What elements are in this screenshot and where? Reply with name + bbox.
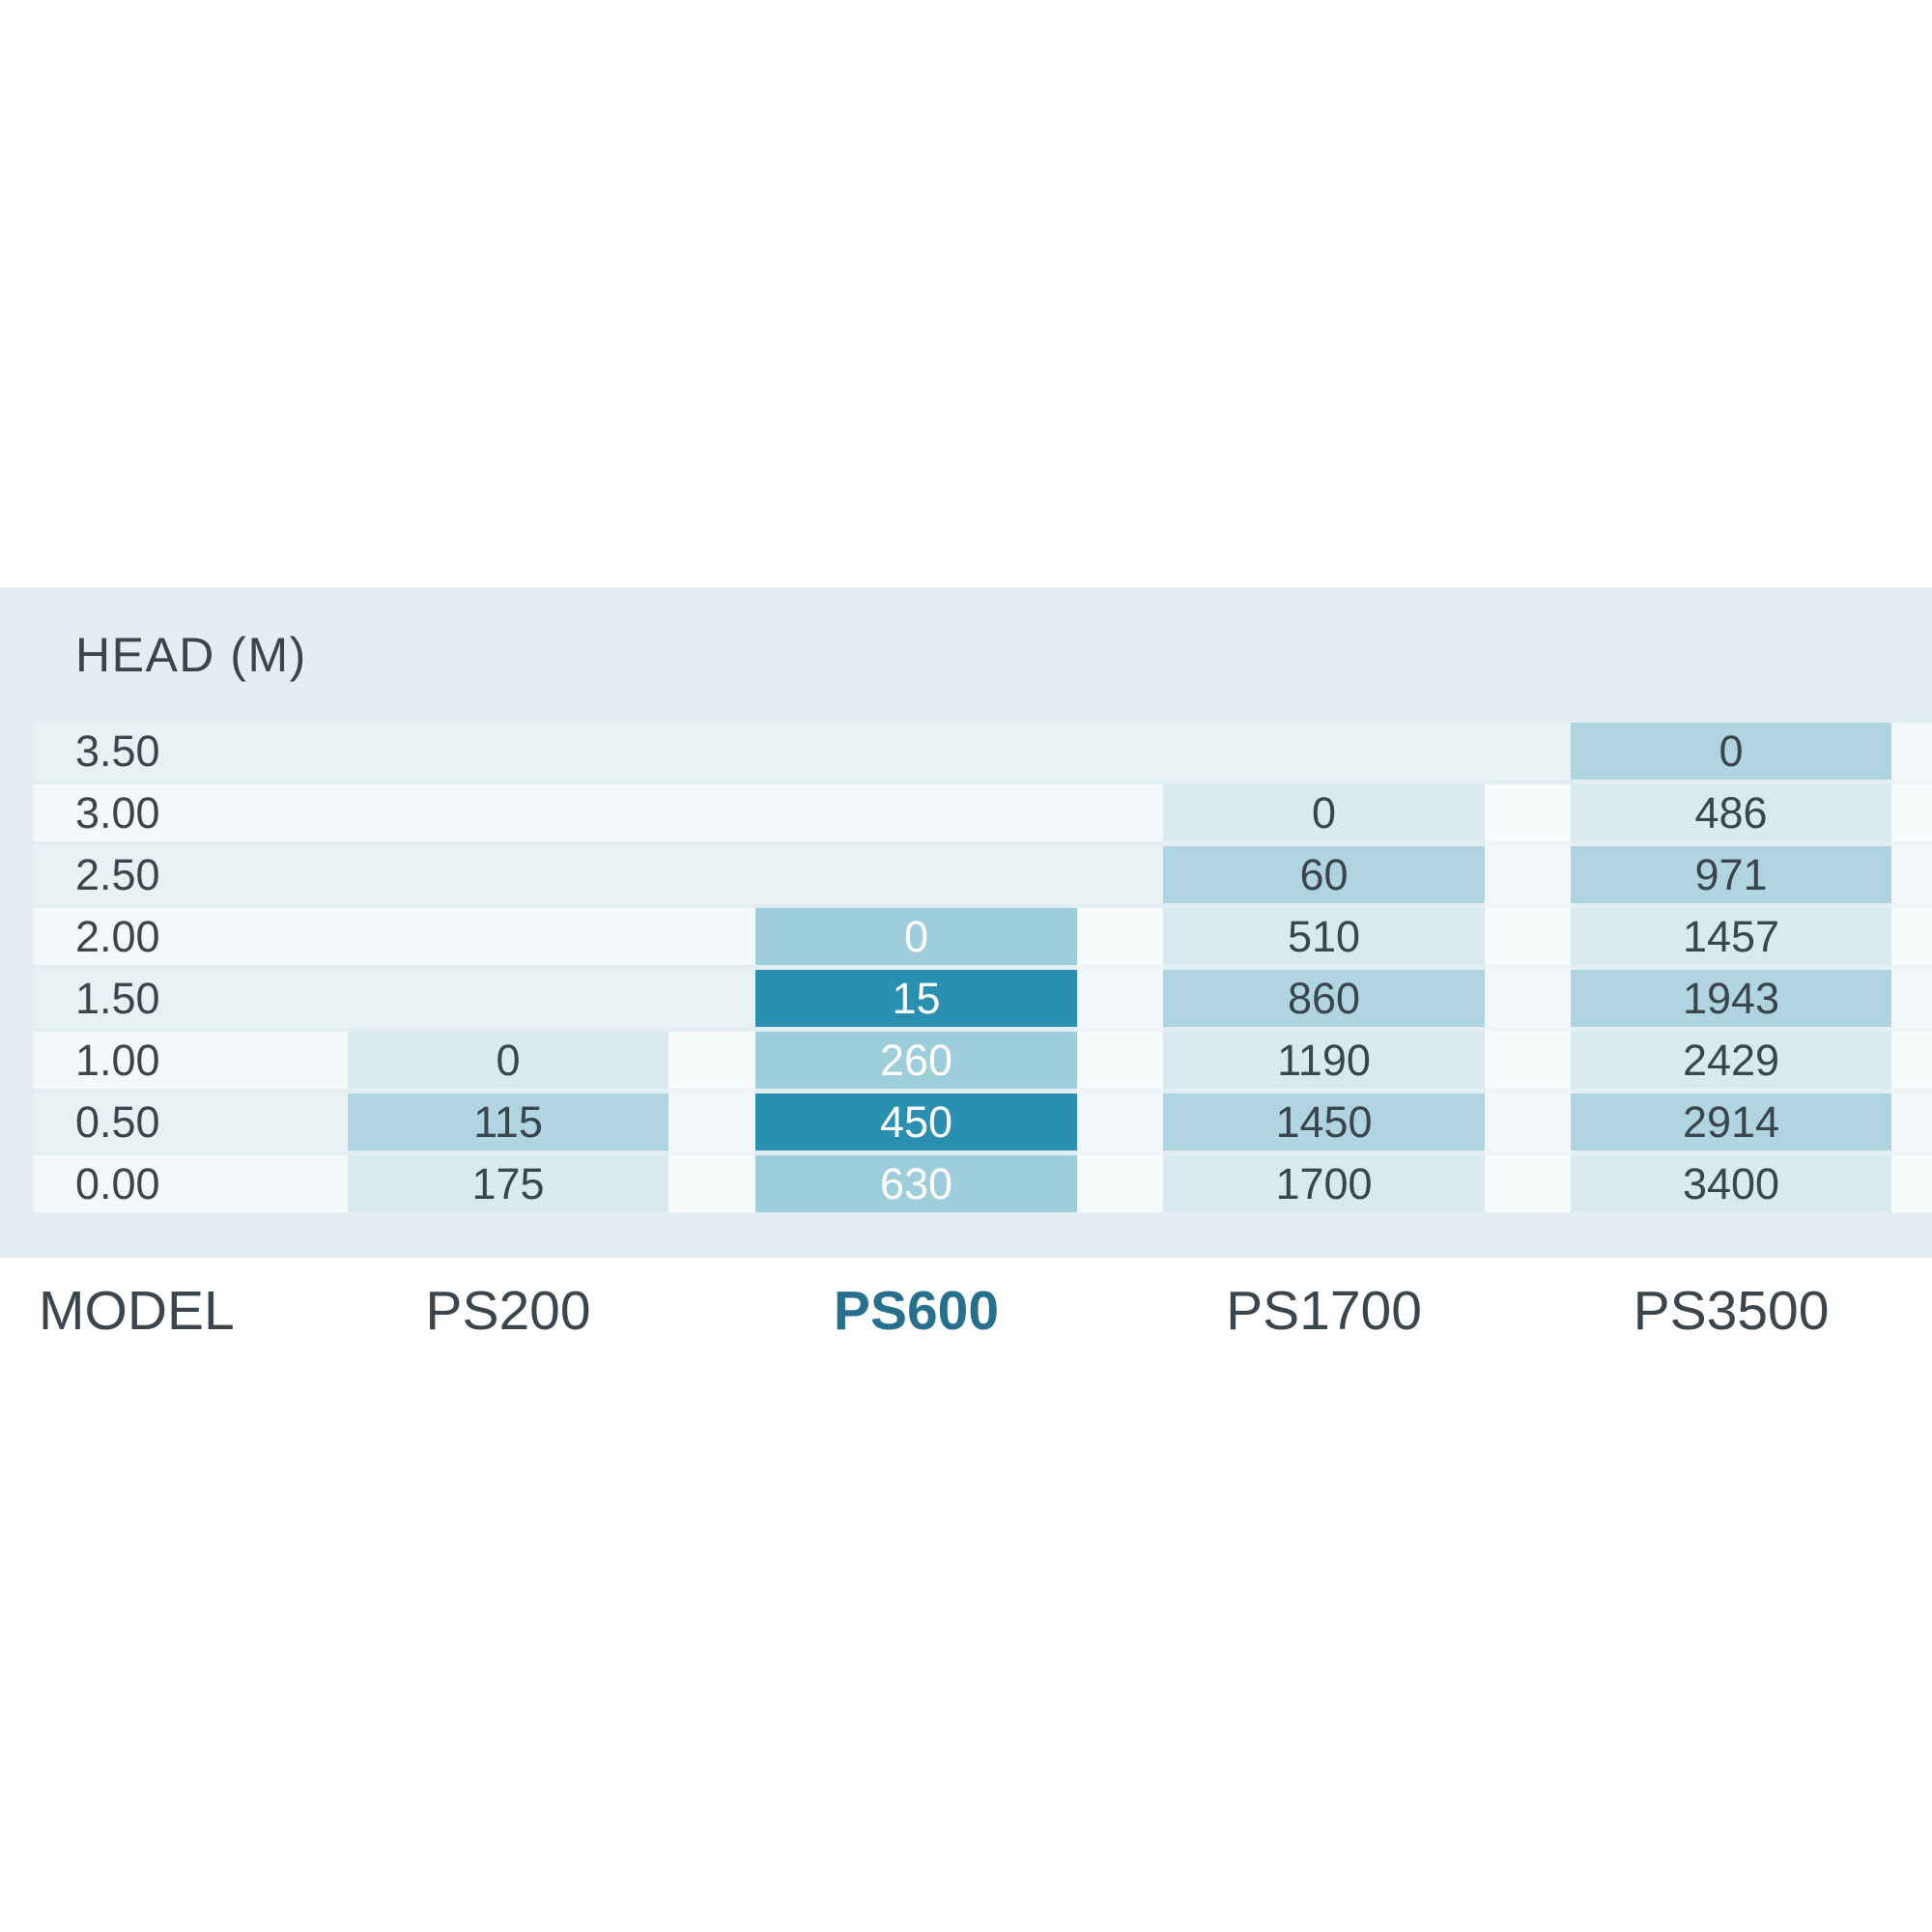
cell-PS3500-head-1.50: 1943: [1571, 970, 1891, 1027]
row-label-2.00: 2.00: [75, 912, 160, 961]
cell-PS1700-head-0.00: 1700: [1163, 1155, 1485, 1212]
cell-PS3500-head-1.00: 2429: [1571, 1032, 1891, 1089]
cell-PS1700-head-2.50: 60: [1163, 846, 1485, 903]
model-label-PS200: PS200: [425, 1279, 591, 1342]
cell-PS3500-head-3.00: 486: [1571, 784, 1891, 841]
chart-title: HEAD (M): [75, 628, 307, 682]
model-label-PS600: PS600: [833, 1279, 1000, 1342]
model-label-PS1700: PS1700: [1226, 1279, 1422, 1342]
cell-PS3500-head-2.00: 1457: [1571, 908, 1891, 965]
cell-PS1700-head-1.50: 860: [1163, 970, 1485, 1027]
cell-PS600-head-0.00: 630: [755, 1155, 1077, 1212]
model-row-label: MODEL: [39, 1279, 235, 1342]
cell-PS200-head-1.00: 0: [348, 1032, 668, 1089]
column-gap-after-PS600: [1077, 908, 1163, 1212]
row-label-0.00: 0.00: [75, 1159, 160, 1208]
row-label-2.50: 2.50: [75, 850, 160, 899]
cell-PS3500-head-2.50: 971: [1571, 846, 1891, 903]
column-gap-after-PS3500: [1891, 723, 1932, 1212]
cell-PS600-head-0.50: 450: [755, 1094, 1077, 1151]
row-label-3.00: 3.00: [75, 788, 160, 838]
row-label-1.50: 1.50: [75, 974, 160, 1023]
cell-PS600-head-2.00: 0: [755, 908, 1077, 965]
chart-panel: HEAD (M) 3.50 3.00 2.50 2.00 1.50 1.00 0.50 0.0…: [0, 587, 1932, 1258]
row-label-3.50: 3.50: [75, 726, 160, 776]
cell-PS200-head-0.50: 115: [348, 1094, 668, 1151]
cell-PS1700-head-1.00: 1190: [1163, 1032, 1485, 1089]
cell-PS1700-head-0.50: 1450: [1163, 1094, 1485, 1151]
cell-PS3500-head-0.50: 2914: [1571, 1094, 1891, 1151]
cell-PS3500-head-0.00: 3400: [1571, 1155, 1891, 1212]
cell-PS600-head-1.50: 15: [755, 970, 1077, 1027]
cell-PS200-head-0.00: 175: [348, 1155, 668, 1212]
cell-PS1700-head-2.00: 510: [1163, 908, 1485, 965]
model-label-PS3500: PS3500: [1633, 1279, 1830, 1342]
column-gap-after-PS1700: [1485, 784, 1571, 1212]
column-gap-after-PS200: [668, 1032, 755, 1212]
cell-PS600-head-1.00: 260: [755, 1032, 1077, 1089]
cell-PS1700-head-3.00: 0: [1163, 784, 1485, 841]
row-label-1.00: 1.00: [75, 1036, 160, 1085]
cell-PS3500-head-3.50: 0: [1571, 723, 1891, 780]
row-label-0.50: 0.50: [75, 1097, 160, 1147]
